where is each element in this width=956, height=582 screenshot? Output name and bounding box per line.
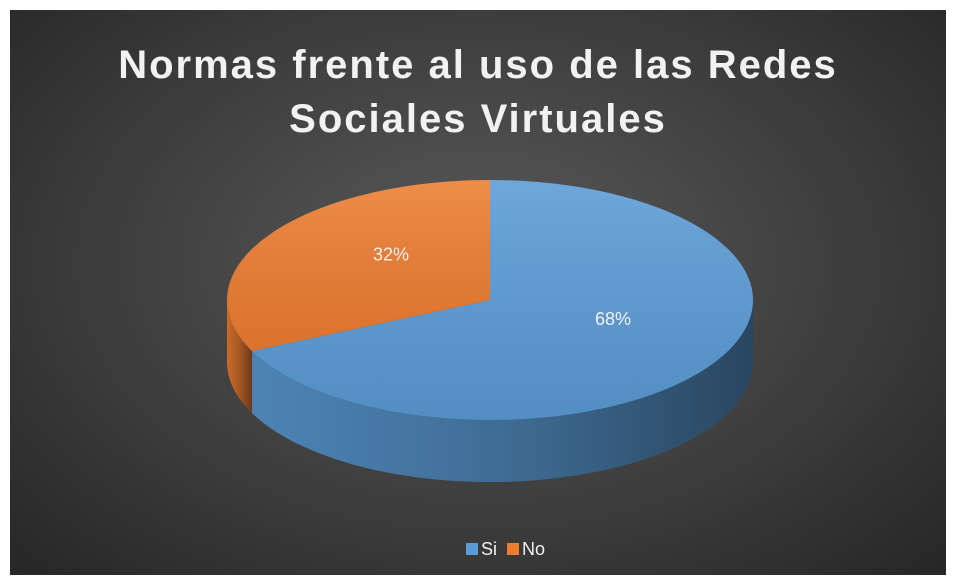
slice-sheen: [227, 180, 490, 352]
slice-sheen: [252, 180, 754, 421]
legend-swatch: [507, 543, 520, 555]
data-label: 32%: [373, 245, 409, 265]
slice-side-shade: [227, 300, 253, 414]
data-label: 68%: [595, 309, 631, 329]
legend-swatch: [466, 543, 478, 555]
legend-label: Si: [481, 539, 497, 559]
slice-side-shade: [252, 300, 753, 482]
legend-label: No: [522, 539, 545, 559]
chart-title: Normas frente al uso de las Redes Social…: [118, 43, 838, 141]
